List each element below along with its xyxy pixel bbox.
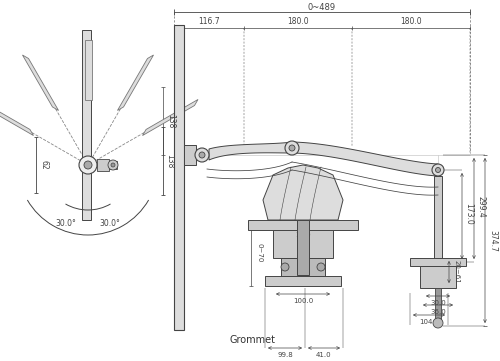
Circle shape (111, 163, 115, 167)
Circle shape (281, 263, 289, 271)
Text: 104.0: 104.0 (419, 319, 439, 325)
Bar (435, 288, 441, 323)
Polygon shape (118, 55, 154, 110)
Text: 41.0: 41.0 (316, 352, 332, 358)
Text: 138: 138 (166, 154, 174, 168)
Bar (297, 220, 309, 275)
Circle shape (199, 152, 205, 158)
Text: Grommet: Grommet (230, 335, 276, 345)
Bar (97, 159, 109, 171)
Text: 180.0: 180.0 (400, 17, 422, 26)
Circle shape (289, 145, 295, 151)
Bar (248, 220, 358, 230)
Polygon shape (0, 100, 34, 135)
Bar (109, 161, 117, 169)
Bar (174, 25, 184, 330)
Bar (410, 258, 466, 266)
Text: 30.0°: 30.0° (100, 218, 120, 227)
Text: 299.4: 299.4 (476, 196, 486, 217)
Polygon shape (84, 40, 91, 100)
Text: 62: 62 (40, 160, 48, 170)
Text: 20~61: 20~61 (454, 260, 460, 284)
Circle shape (285, 141, 299, 155)
Text: 0~70: 0~70 (256, 243, 262, 263)
Text: 116.7: 116.7 (198, 17, 220, 26)
Text: 36.0: 36.0 (430, 309, 446, 315)
Bar (82, 30, 91, 220)
Bar (434, 176, 442, 265)
Bar (273, 230, 333, 258)
Polygon shape (22, 55, 59, 110)
Circle shape (436, 168, 440, 173)
Polygon shape (292, 142, 438, 176)
Bar (265, 276, 341, 286)
Circle shape (433, 318, 443, 328)
Text: 173.0: 173.0 (464, 203, 473, 225)
Circle shape (195, 148, 209, 162)
Text: 374.7: 374.7 (488, 230, 498, 252)
Text: 100.0: 100.0 (293, 298, 313, 304)
Text: 30.0°: 30.0° (56, 218, 76, 227)
Text: 99.8: 99.8 (277, 352, 293, 358)
Text: 12.0: 12.0 (295, 232, 311, 238)
Polygon shape (263, 165, 343, 220)
Text: 0~489: 0~489 (308, 3, 336, 12)
Bar (281, 258, 325, 276)
Bar (420, 266, 456, 288)
Polygon shape (142, 100, 198, 135)
Circle shape (108, 160, 118, 170)
Polygon shape (209, 142, 292, 160)
Text: 138: 138 (166, 114, 175, 128)
Text: 180.0: 180.0 (287, 17, 309, 26)
Circle shape (317, 263, 325, 271)
Circle shape (79, 156, 97, 174)
Bar (184, 145, 196, 165)
Circle shape (432, 164, 444, 176)
Circle shape (84, 161, 92, 169)
Text: 30.0: 30.0 (430, 300, 446, 306)
